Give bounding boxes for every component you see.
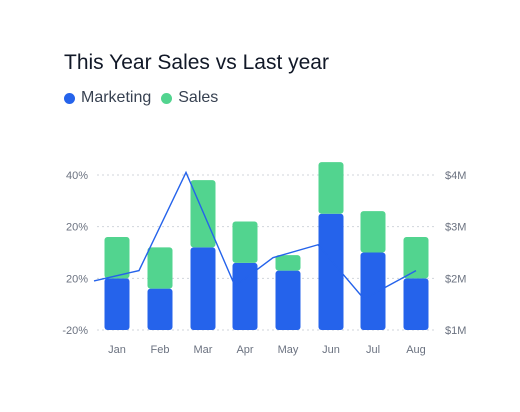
- legend-item-marketing: Marketing: [64, 89, 151, 107]
- y-left-tick-label: 20%: [66, 222, 88, 234]
- bar-sales: [360, 211, 386, 253]
- bar-sales: [147, 247, 173, 289]
- bar-sales: [275, 255, 301, 271]
- x-tick-label: Jun: [322, 344, 340, 356]
- y-left-tick-label: 20%: [66, 273, 88, 285]
- y-right-tick-label: $4M: [445, 170, 466, 182]
- x-tick-label: Feb: [151, 344, 170, 356]
- x-tick-label: Mar: [194, 344, 213, 356]
- y-right-tick-label: $1M: [445, 325, 466, 337]
- bar-marketing: [403, 278, 429, 330]
- bar-marketing: [190, 247, 216, 330]
- x-tick-label: Aug: [406, 344, 426, 356]
- bar-marketing: [147, 288, 173, 330]
- bar-marketing: [275, 270, 301, 330]
- y-right-tick-label: $3M: [445, 222, 466, 234]
- y-left-tick-label: 40%: [66, 170, 88, 182]
- bar-sales: [318, 162, 344, 214]
- x-tick-label: Jan: [108, 344, 126, 356]
- bar-marketing: [232, 262, 258, 330]
- bar-sales: [232, 221, 258, 263]
- bar-marketing: [318, 213, 344, 330]
- legend-label: Sales: [178, 89, 219, 106]
- legend-item-sales: Sales: [161, 89, 218, 107]
- bar-marketing: [104, 278, 130, 330]
- y-right-tick-label: $2M: [445, 273, 466, 285]
- x-tick-label: May: [278, 344, 299, 356]
- legend: Marketing Sales: [64, 89, 218, 107]
- chart-title: This Year Sales vs Last year: [64, 51, 329, 74]
- bar-sales: [403, 237, 429, 279]
- x-tick-label: Apr: [236, 344, 253, 356]
- y-left-tick-label: -20%: [62, 325, 88, 337]
- bar-marketing: [360, 252, 386, 330]
- legend-label: Marketing: [81, 89, 152, 106]
- x-tick-label: Jul: [366, 344, 380, 356]
- legend-swatch: [64, 92, 75, 104]
- bar-sales: [104, 237, 130, 279]
- legend-swatch: [161, 92, 173, 104]
- series-line: [93, 170, 417, 300]
